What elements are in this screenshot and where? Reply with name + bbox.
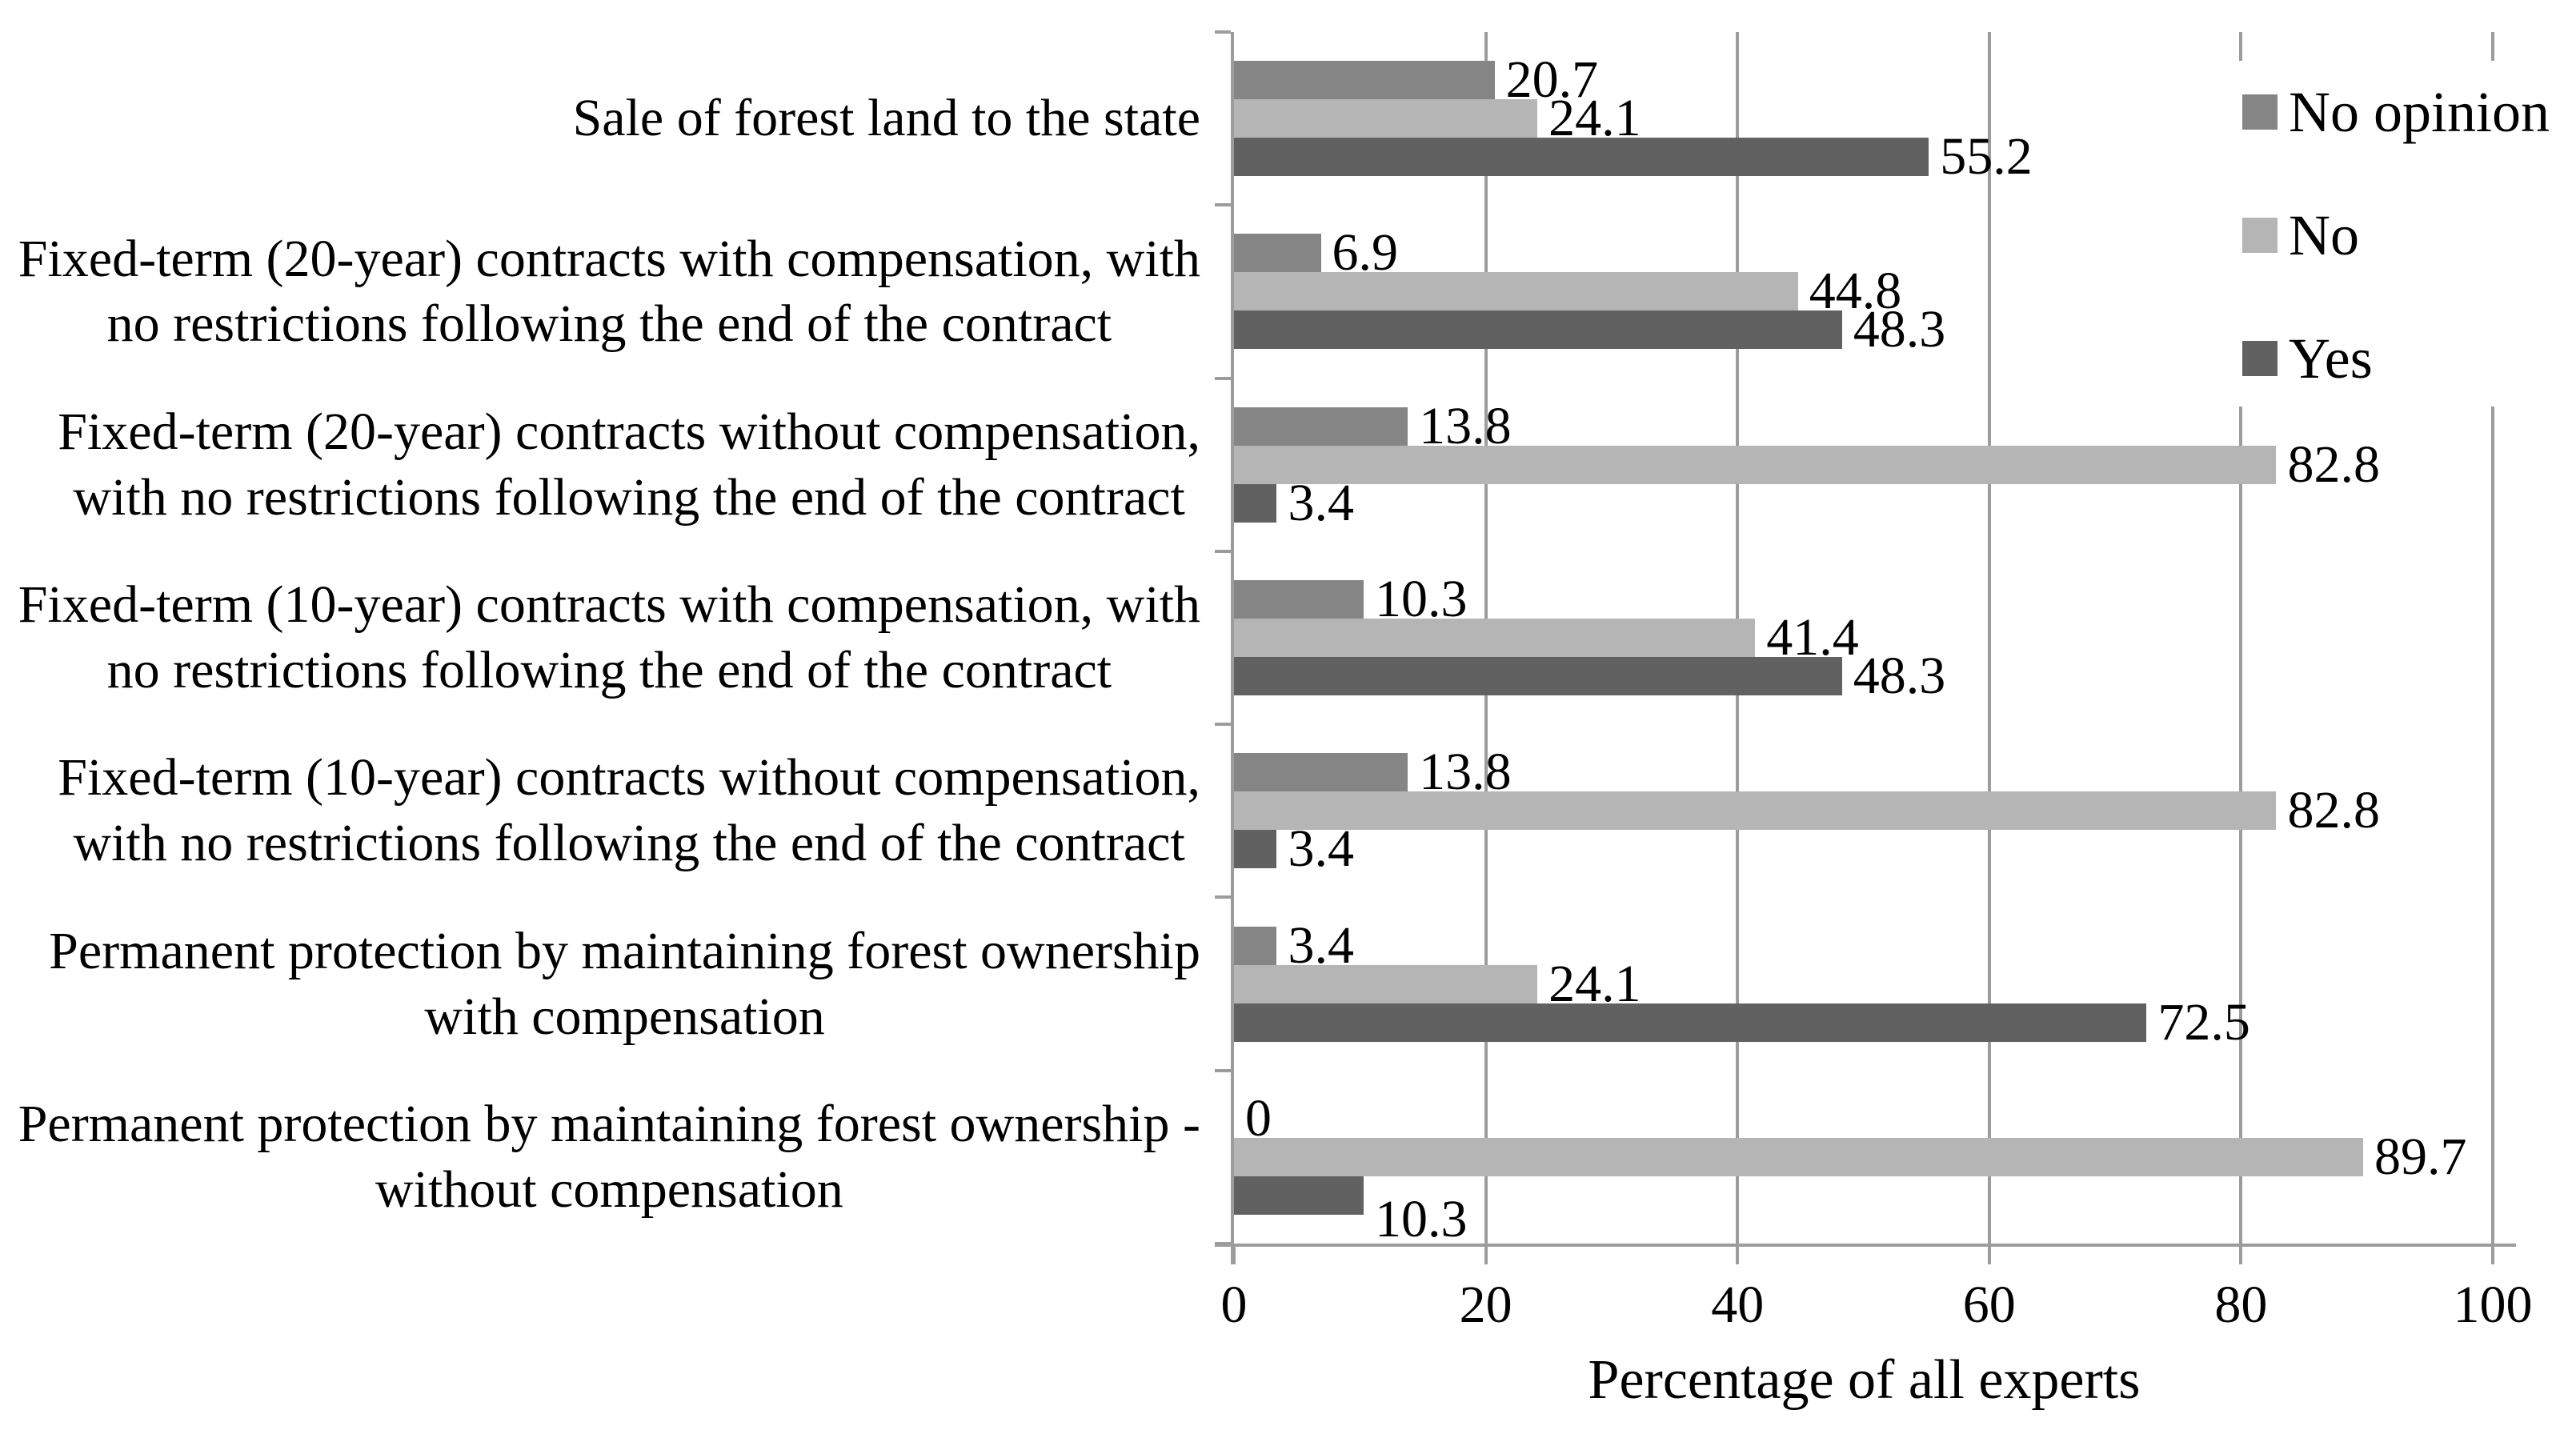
category-label: Sale of forest land to the state — [16, 32, 1200, 205]
value-label: 3.4 — [1288, 915, 1354, 975]
value-label: 13.8 — [1419, 743, 1512, 802]
category-label: Fixed-term (10-year) contracts without c… — [16, 724, 1200, 897]
x-axis-tick — [2239, 1247, 2243, 1264]
gridline — [2491, 32, 2494, 1244]
value-label: 89.7 — [2374, 1127, 2467, 1186]
value-label: 82.8 — [2287, 435, 2380, 494]
value-label: 24.1 — [1548, 954, 1641, 1013]
category-label-text: Fixed-term (20-year) contracts without c… — [58, 402, 1200, 527]
x-axis-tick — [2491, 1247, 2494, 1264]
category-label-text: Permanent protection by maintaining fore… — [49, 921, 1200, 1046]
x-tick-label: 40 — [1711, 1276, 1765, 1334]
value-label: 44.8 — [1809, 262, 1902, 321]
x-axis-line — [1215, 1244, 2516, 1247]
x-axis-tick — [1232, 1247, 1236, 1264]
bar-no — [1234, 1137, 2363, 1176]
value-label: 13.8 — [1419, 396, 1512, 455]
value-label: 6.9 — [1332, 223, 1399, 282]
bar-yes — [1234, 830, 1277, 869]
category-label: Permanent protection by maintaining fore… — [16, 1071, 1200, 1244]
value-label: 10.3 — [1375, 1189, 1468, 1248]
bar-yes — [1234, 310, 1842, 350]
y-axis-tick — [1215, 376, 1231, 380]
category-label: Fixed-term (10-year) contracts with comp… — [16, 551, 1200, 724]
category-label: Fixed-term (20-year) contracts without c… — [16, 379, 1200, 551]
bar-no — [1234, 791, 2277, 831]
legend-swatch-no-opinion — [2242, 94, 2278, 130]
bar-no-opinion — [1234, 753, 1408, 792]
y-axis-line — [1231, 32, 1234, 1264]
bar-no-opinion — [1234, 234, 1321, 273]
x-tick-label: 20 — [1459, 1276, 1512, 1334]
y-axis-tick — [1215, 1068, 1231, 1072]
category-label-text: Fixed-term (10-year) contracts with comp… — [18, 575, 1200, 699]
bar-yes — [1234, 138, 1929, 177]
y-axis-tick — [1215, 895, 1231, 899]
y-axis-tick — [1215, 30, 1231, 34]
bar-yes — [1234, 483, 1277, 523]
legend-swatch-no — [2242, 218, 2278, 253]
bar-no — [1234, 619, 1756, 657]
value-label: 3.4 — [1288, 819, 1354, 879]
bar-no — [1234, 964, 1538, 1003]
x-tick-label: 80 — [2214, 1276, 2268, 1334]
legend-item-no: No — [2242, 206, 2550, 264]
value-label: 82.8 — [2287, 781, 2380, 840]
y-axis-tick — [1215, 723, 1231, 727]
value-label: 48.3 — [1853, 300, 1946, 359]
x-axis-tick — [1736, 1247, 1740, 1264]
y-axis-tick — [1215, 203, 1231, 207]
category-label: Permanent protection by maintaining fore… — [16, 897, 1200, 1070]
value-label: 24.1 — [1548, 89, 1641, 148]
bar-yes — [1234, 657, 1842, 695]
bar-no — [1234, 445, 2277, 484]
bar-no-opinion — [1234, 580, 1364, 619]
value-label: 55.2 — [1940, 127, 2033, 186]
bar-no-opinion — [1234, 926, 1277, 965]
gridline — [1987, 32, 1991, 1244]
category-label-text: Fixed-term (20-year) contracts with comp… — [18, 229, 1200, 354]
value-label: 41.4 — [1766, 608, 1859, 667]
legend: No opinion No Yes — [2229, 61, 2566, 407]
x-tick-label: 60 — [1962, 1276, 2016, 1334]
value-label: 20.7 — [1505, 50, 1599, 110]
category-label-text: Fixed-term (10-year) contracts without c… — [58, 748, 1200, 873]
value-label: 72.5 — [2157, 992, 2250, 1051]
y-axis-tick — [1215, 549, 1231, 553]
bar-no — [1234, 99, 1538, 138]
x-axis-tick — [1987, 1247, 1991, 1264]
legend-item-yes: Yes — [2242, 330, 2550, 387]
category-label: Fixed-term (20-year) contracts with comp… — [16, 205, 1200, 378]
legend-label-yes: Yes — [2289, 326, 2373, 391]
legend-item-no-opinion: No opinion — [2242, 83, 2550, 141]
value-label: 0 — [1245, 1088, 1272, 1148]
x-axis-tick — [1484, 1247, 1488, 1264]
x-axis-title: Percentage of all experts — [1588, 1349, 2141, 1411]
value-label: 10.3 — [1375, 570, 1468, 628]
bar-no — [1234, 272, 1798, 311]
category-label-text: Sale of forest land to the state — [572, 89, 1200, 148]
bar-no-opinion — [1234, 407, 1408, 446]
legend-swatch-yes — [2242, 341, 2278, 376]
bar-yes — [1234, 1176, 1364, 1215]
value-label: 48.3 — [1853, 647, 1946, 705]
x-tick-label: 100 — [2453, 1276, 2533, 1334]
legend-label-no-opinion: No opinion — [2289, 80, 2550, 144]
category-label-text: Permanent protection by maintaining fore… — [18, 1095, 1200, 1219]
x-tick-label: 0 — [1220, 1276, 1248, 1334]
bar-no-opinion — [1234, 61, 1495, 100]
gridline — [2239, 32, 2243, 1244]
legend-label-no: No — [2289, 203, 2359, 267]
bar-yes — [1234, 1003, 2147, 1042]
value-label: 3.4 — [1288, 473, 1354, 532]
